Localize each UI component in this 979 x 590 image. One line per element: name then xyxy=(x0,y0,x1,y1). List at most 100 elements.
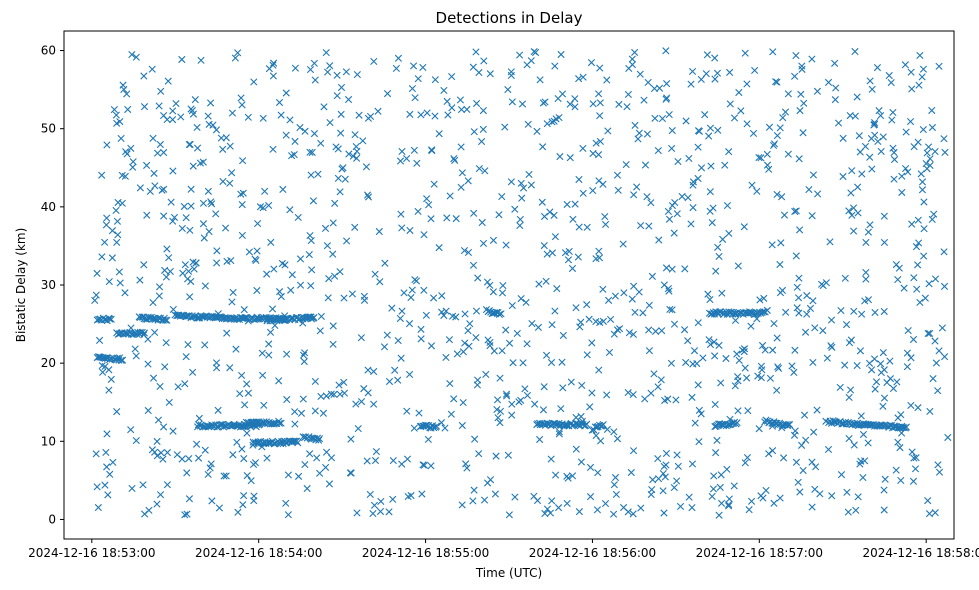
data-point xyxy=(153,500,161,508)
data-point xyxy=(641,395,649,403)
data-point xyxy=(712,267,720,275)
data-point xyxy=(160,212,168,220)
data-point xyxy=(194,454,203,462)
data-point xyxy=(868,85,876,93)
data-point xyxy=(508,301,516,310)
data-point xyxy=(177,311,186,319)
data-point xyxy=(214,406,222,414)
data-point xyxy=(118,199,126,207)
data-point xyxy=(306,148,314,156)
data-point xyxy=(673,477,681,485)
data-point xyxy=(605,348,614,357)
data-point xyxy=(861,297,869,305)
data-point xyxy=(340,294,348,302)
data-point xyxy=(322,48,330,57)
data-point xyxy=(265,340,273,348)
data-point xyxy=(601,220,610,229)
data-point xyxy=(763,161,772,169)
data-point xyxy=(296,123,304,132)
data-point xyxy=(592,317,600,326)
data-point xyxy=(243,429,251,437)
data-point xyxy=(611,473,620,482)
data-point xyxy=(894,275,902,284)
data-point xyxy=(396,314,404,323)
data-point xyxy=(575,223,583,231)
data-point xyxy=(928,215,936,224)
data-point xyxy=(469,497,477,505)
data-point xyxy=(197,56,205,64)
data-point xyxy=(128,484,136,493)
data-point xyxy=(735,88,743,97)
data-point xyxy=(291,64,300,72)
data-point xyxy=(706,207,714,215)
data-point xyxy=(370,501,379,509)
data-point xyxy=(107,375,115,383)
data-point xyxy=(452,215,460,223)
data-point xyxy=(498,289,507,297)
data-point xyxy=(637,504,645,512)
data-point xyxy=(645,347,654,355)
data-point xyxy=(504,85,512,94)
data-point xyxy=(834,119,843,127)
data-point xyxy=(123,90,131,98)
data-point xyxy=(664,207,672,216)
data-point xyxy=(932,359,940,367)
data-point xyxy=(896,444,904,452)
data-point xyxy=(597,437,605,445)
data-point xyxy=(103,141,111,149)
data-point xyxy=(213,259,221,267)
data-point xyxy=(163,245,171,253)
data-point xyxy=(682,358,690,367)
data-point xyxy=(748,181,756,189)
data-point xyxy=(629,330,637,338)
data-point xyxy=(247,477,255,485)
data-point xyxy=(935,468,944,476)
data-point xyxy=(799,129,807,137)
data-point xyxy=(725,229,733,238)
data-point xyxy=(388,304,396,312)
data-point xyxy=(498,192,506,201)
data-point xyxy=(715,252,723,261)
data-point xyxy=(406,226,414,235)
data-point xyxy=(517,295,525,303)
data-point xyxy=(636,70,644,78)
data-point xyxy=(464,177,472,185)
data-point xyxy=(201,446,209,454)
data-point xyxy=(129,158,137,166)
data-point xyxy=(155,314,163,322)
data-point xyxy=(475,164,483,173)
data-point xyxy=(551,471,560,479)
data-point xyxy=(124,105,132,114)
data-point xyxy=(511,493,519,501)
data-point xyxy=(169,167,177,175)
data-point xyxy=(845,434,853,443)
data-point xyxy=(457,183,465,191)
data-point xyxy=(204,187,212,195)
data-point xyxy=(760,294,768,302)
data-point xyxy=(516,215,524,224)
data-point xyxy=(245,248,253,256)
data-point xyxy=(684,337,692,345)
data-point xyxy=(623,103,631,111)
data-point xyxy=(463,464,471,472)
data-point xyxy=(610,330,618,338)
data-point xyxy=(907,68,915,76)
data-point xyxy=(920,252,928,260)
data-point xyxy=(606,315,615,324)
data-point xyxy=(919,65,928,73)
data-point xyxy=(589,186,597,195)
data-point xyxy=(331,199,339,207)
data-point xyxy=(307,171,315,179)
data-point xyxy=(685,493,693,501)
data-point xyxy=(377,497,385,505)
data-point xyxy=(163,481,172,489)
data-point xyxy=(177,113,185,121)
data-point xyxy=(519,184,528,192)
data-point xyxy=(587,59,596,67)
data-point xyxy=(375,227,383,236)
data-point xyxy=(699,354,707,362)
data-point xyxy=(769,346,777,354)
data-point xyxy=(140,329,149,337)
data-point xyxy=(651,114,659,122)
data-point xyxy=(178,455,186,463)
